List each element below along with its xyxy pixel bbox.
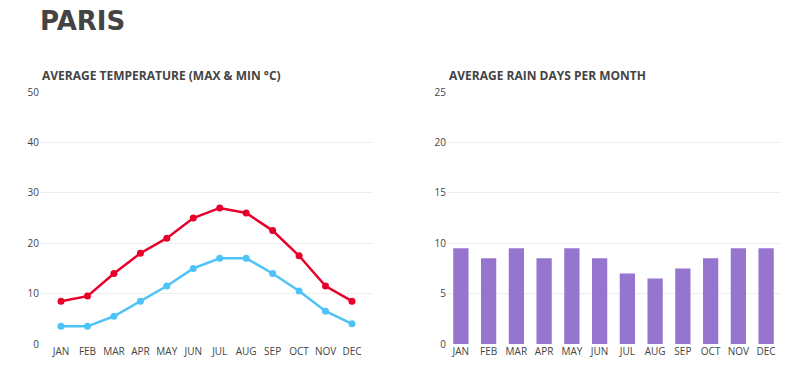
svg-text:JUN: JUN [184, 344, 203, 358]
svg-text:DEC: DEC [757, 344, 776, 358]
svg-text:JUN: JUN [590, 344, 609, 358]
svg-text:15: 15 [435, 185, 447, 199]
svg-text:APR: APR [535, 344, 554, 358]
svg-text:20: 20 [28, 236, 40, 250]
svg-text:AUG: AUG [645, 344, 666, 358]
svg-text:JUL: JUL [211, 344, 227, 358]
svg-text:NOV: NOV [728, 344, 749, 358]
svg-text:20: 20 [435, 135, 447, 149]
svg-text:JUL: JUL [619, 344, 635, 358]
svg-text:MAR: MAR [103, 344, 125, 358]
svg-text:OCT: OCT [701, 344, 721, 358]
svg-text:30: 30 [28, 185, 40, 199]
svg-text:0: 0 [440, 337, 446, 351]
svg-text:APR: APR [131, 344, 150, 358]
svg-text:OCT: OCT [289, 344, 309, 358]
svg-text:FEB: FEB [480, 344, 497, 358]
svg-text:JAN: JAN [52, 344, 70, 358]
svg-text:10: 10 [28, 286, 40, 300]
svg-text:MAY: MAY [561, 344, 582, 358]
svg-text:DEC: DEC [342, 344, 361, 358]
svg-text:SEP: SEP [674, 344, 691, 358]
svg-text:SEP: SEP [264, 344, 281, 358]
svg-text:10: 10 [435, 236, 447, 250]
svg-text:25: 25 [435, 85, 447, 99]
svg-text:0: 0 [33, 337, 39, 351]
svg-text:MAR: MAR [506, 344, 528, 358]
svg-text:AVERAGE RAIN DAYS PER MONTH: AVERAGE RAIN DAYS PER MONTH [449, 67, 646, 84]
svg-text:JAN: JAN [452, 344, 470, 358]
svg-text:PARIS: PARIS [40, 6, 125, 36]
svg-text:AUG: AUG [236, 344, 257, 358]
svg-text:AVERAGE TEMPERATURE (MAX & MIN: AVERAGE TEMPERATURE (MAX & MIN °C) [42, 67, 281, 84]
svg-text:FEB: FEB [79, 344, 96, 358]
svg-text:40: 40 [28, 135, 40, 149]
svg-text:5: 5 [440, 286, 446, 300]
svg-text:NOV: NOV [315, 344, 336, 358]
svg-text:50: 50 [28, 85, 40, 99]
svg-text:MAY: MAY [156, 344, 177, 358]
